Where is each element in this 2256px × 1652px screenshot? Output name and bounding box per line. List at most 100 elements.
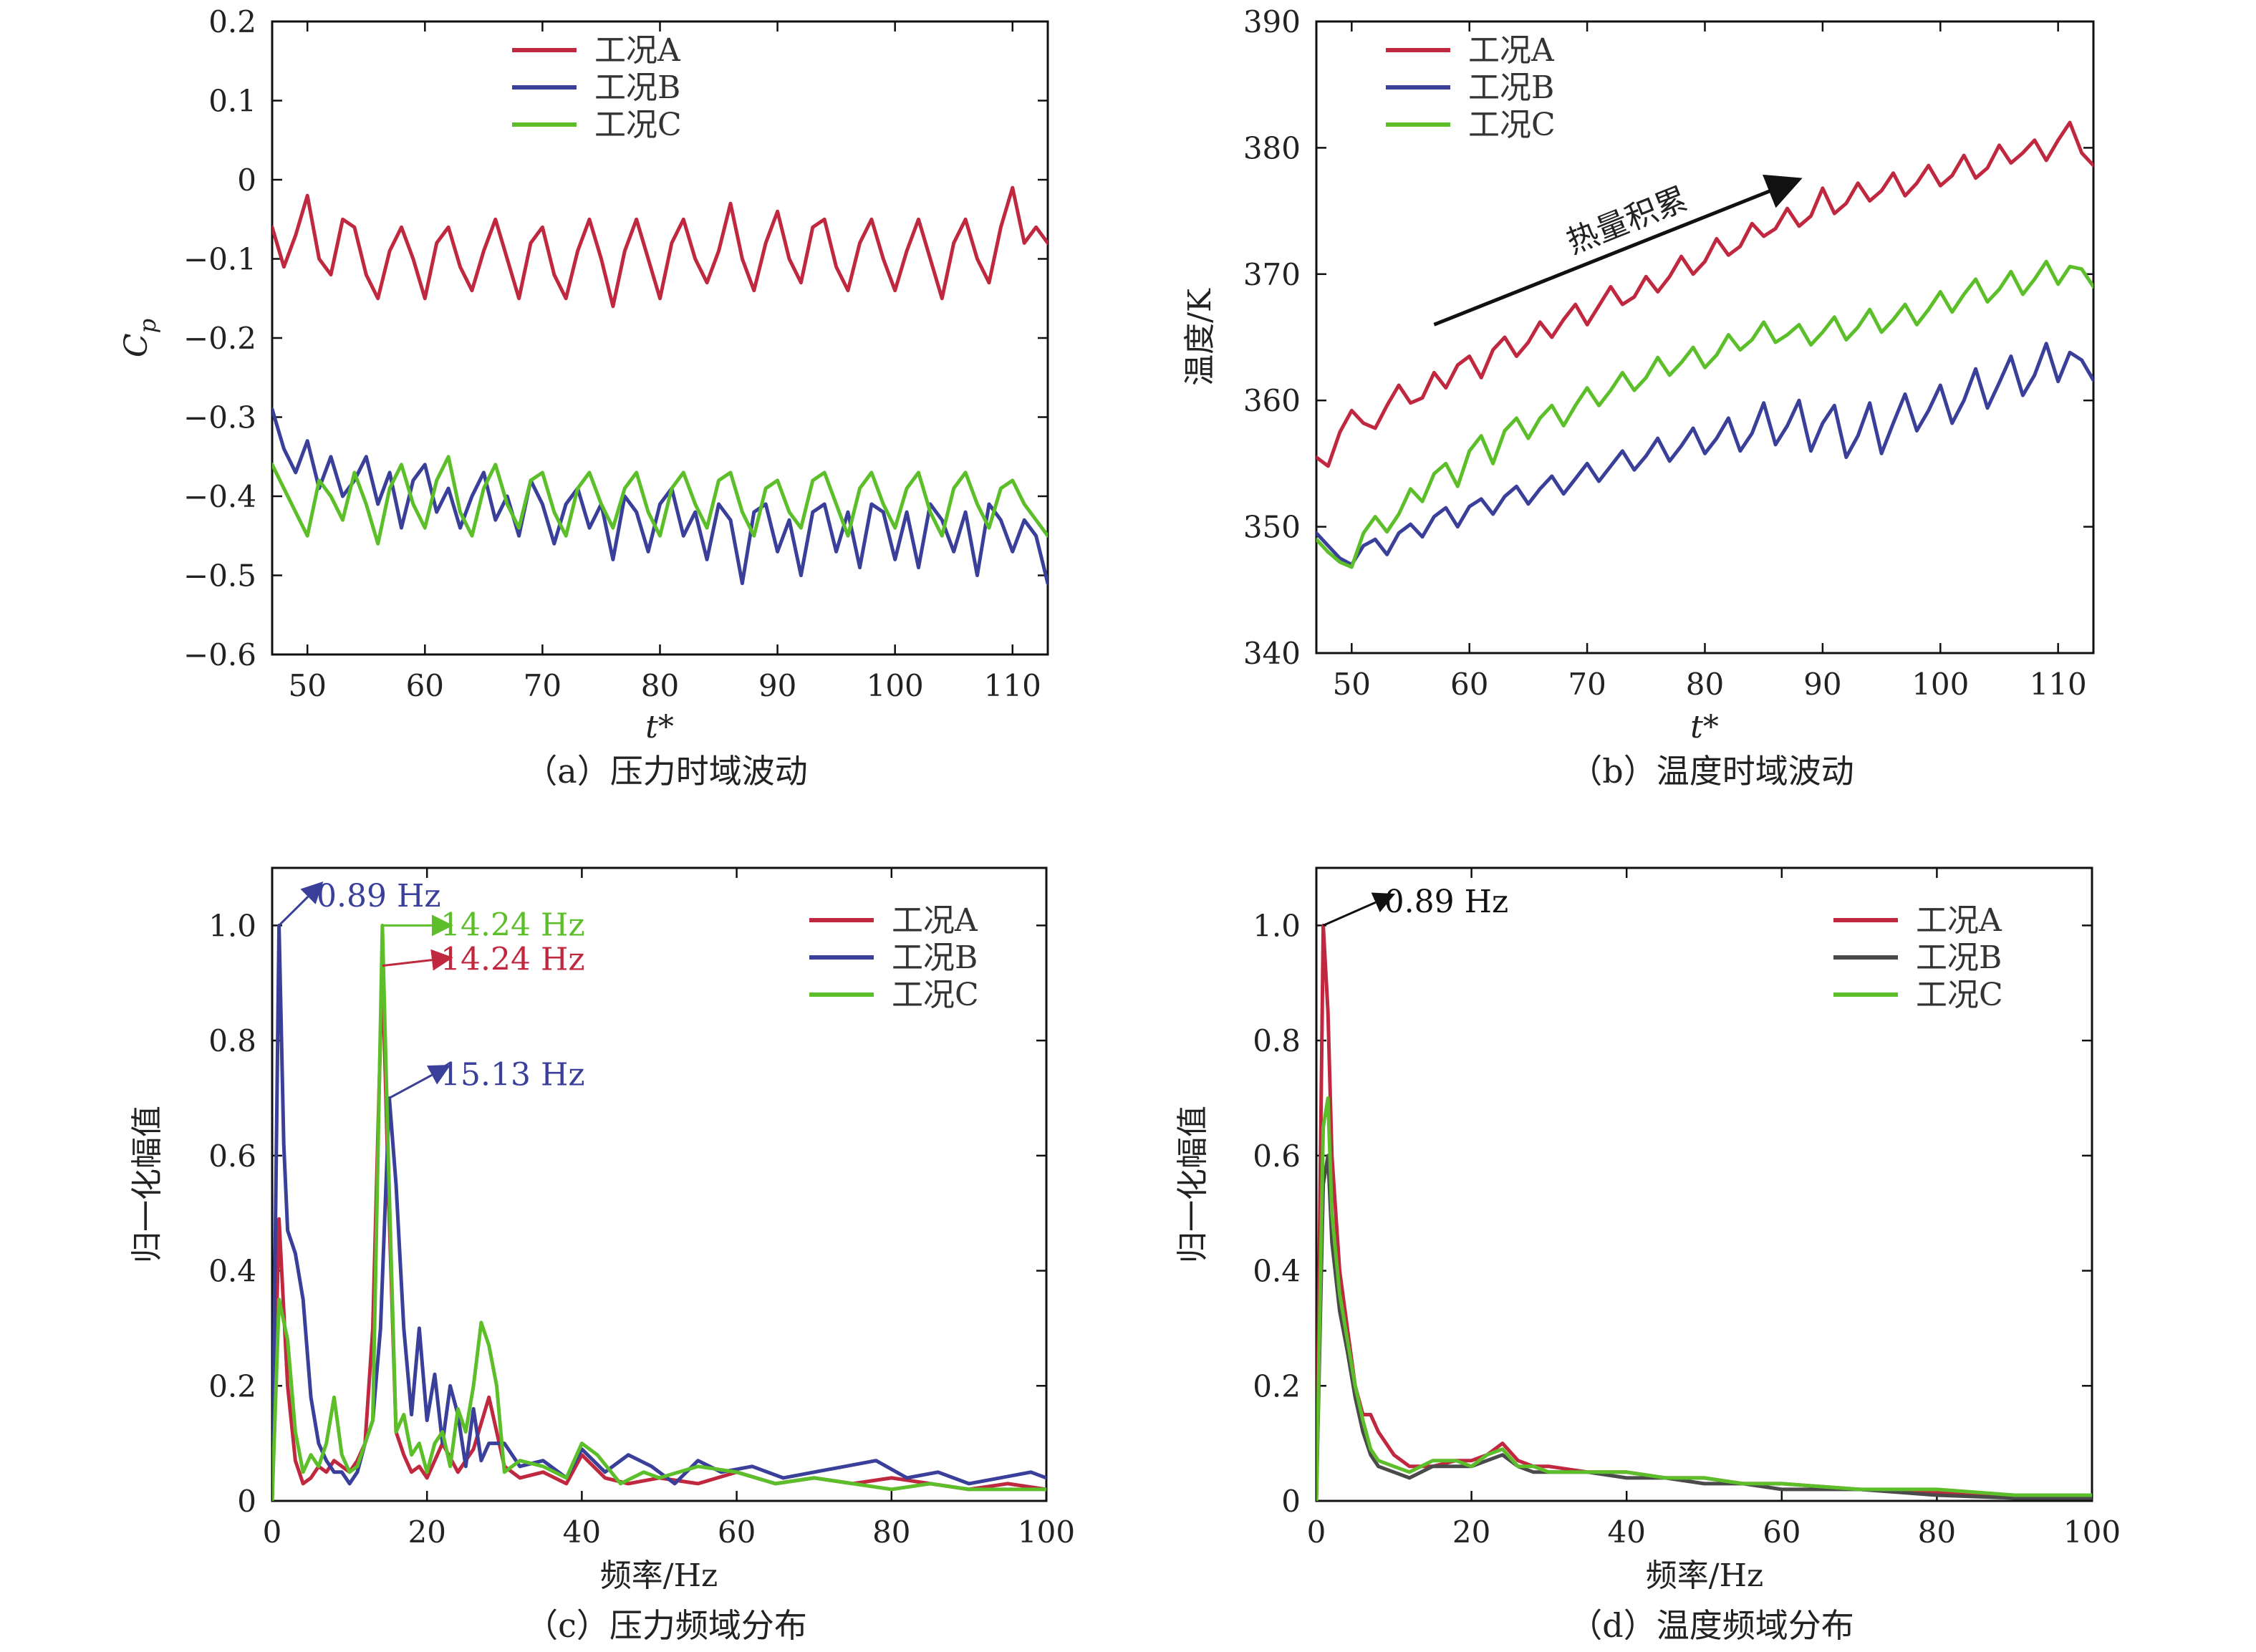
peak-label: 14.24 Hz bbox=[440, 942, 585, 978]
legend-entry: 工况C bbox=[1468, 107, 1556, 143]
panel-c-series-3 bbox=[272, 923, 1046, 1501]
legend-entry: 工况B bbox=[594, 69, 680, 106]
panel-a-xtick-label: 90 bbox=[758, 668, 796, 703]
panel-a-series-3 bbox=[272, 455, 1048, 546]
panel-b-series-1 bbox=[1316, 120, 2093, 468]
peak-arrow bbox=[382, 949, 453, 971]
heat-accumulation-arrow bbox=[1433, 174, 1803, 327]
panel-c-xtick-label: 80 bbox=[872, 1515, 910, 1550]
panel-c-ylabel: 归一化幅值 bbox=[129, 1106, 165, 1263]
legend-entry: 工况C bbox=[594, 107, 682, 143]
panel-c-ytick-label: 0 bbox=[237, 1484, 256, 1519]
panel-b-ytick-label: 390 bbox=[1243, 4, 1301, 39]
panel-d-ytick-label: 0.2 bbox=[1253, 1368, 1301, 1404]
panel-b-xlabel: t* bbox=[1690, 709, 1719, 745]
legend-entry: 工况C bbox=[1916, 977, 2003, 1013]
legend-entry: 工况A bbox=[1916, 902, 2002, 939]
panel-a-series-1 bbox=[272, 185, 1048, 309]
panel-c-frame bbox=[271, 866, 1048, 1502]
panel-c-ytick-label: 0.2 bbox=[208, 1368, 256, 1404]
panel-b-xtick-label: 80 bbox=[1686, 667, 1724, 702]
panel-d-temperature-frequency: 0 20 40 60 80 100 0 0.2 0.4 0.6 0.8 1.0 频率/Hz 归一化幅值… bbox=[1175, 866, 2121, 1645]
peak-arrow bbox=[1323, 892, 1396, 927]
panel-b-ytick-label: 380 bbox=[1243, 130, 1301, 165]
panel-b-xtick-label: 50 bbox=[1333, 667, 1371, 702]
panel-b-xtick-label: 90 bbox=[1803, 667, 1841, 702]
panel-b-xtick-label: 60 bbox=[1450, 667, 1488, 702]
panel-a-xtick-label: 70 bbox=[524, 668, 561, 703]
legend-entry: 工况A bbox=[594, 32, 681, 69]
panel-c-xtick-label: 0 bbox=[263, 1515, 282, 1550]
panel-d-frame bbox=[1315, 866, 2093, 1502]
panel-c-ytick-label: 0.8 bbox=[208, 1023, 256, 1058]
panel-d-peak-annotation: 0.89 Hz bbox=[1323, 884, 1509, 927]
panel-c-xtick-label: 100 bbox=[1018, 1515, 1075, 1550]
panel-c-ytick-label: 0.4 bbox=[208, 1254, 256, 1289]
panel-c-ytick-label: 0.6 bbox=[208, 1139, 256, 1174]
panel-d-ytick-label: 1.0 bbox=[1253, 908, 1301, 943]
panel-b-xtick-label: 100 bbox=[1912, 667, 1969, 702]
panel-b-xtick-label: 70 bbox=[1568, 667, 1606, 702]
legend-entry: 工况B bbox=[892, 939, 978, 976]
panel-d-xtick-label: 0 bbox=[1307, 1515, 1326, 1550]
panel-c-pressure-frequency: 0 20 40 60 80 100 0 0.2 0.4 0.6 0.8 1.0 频率/Hz 归一化幅值… bbox=[129, 866, 1075, 1645]
legend-entry: 工况A bbox=[1468, 32, 1555, 69]
panel-a-xtick-label: 110 bbox=[984, 668, 1041, 703]
panel-d-xtick-label: 20 bbox=[1452, 1515, 1490, 1550]
peak-label: 14.24 Hz bbox=[440, 907, 585, 943]
panel-d-xtick-label: 80 bbox=[1918, 1515, 1956, 1550]
panel-a-ytick-label: −0.5 bbox=[183, 559, 256, 594]
panel-b-ytick-label: 370 bbox=[1243, 257, 1301, 292]
panel-d-ytick-label: 0.4 bbox=[1253, 1254, 1301, 1289]
peak-arrow bbox=[278, 881, 324, 927]
panel-a-ytick-label: 0 bbox=[237, 163, 256, 198]
panel-a-caption: （a）压力时域波动 bbox=[524, 752, 807, 791]
panel-d-ytick-label: 0.8 bbox=[1253, 1023, 1301, 1058]
legend-entry: 工况C bbox=[892, 977, 979, 1013]
panel-d-xtick-label: 40 bbox=[1607, 1515, 1645, 1550]
panel-c-xlabel: 频率/Hz bbox=[600, 1557, 718, 1594]
panel-a-xtick-label: 80 bbox=[641, 668, 679, 703]
panel-b-ytick-label: 360 bbox=[1243, 383, 1301, 418]
panel-a-xlabel: t* bbox=[645, 709, 674, 745]
panel-c-caption: （c）压力频域分布 bbox=[525, 1606, 807, 1645]
panel-d-series-2 bbox=[1316, 1154, 2092, 1501]
panel-b-frame bbox=[1315, 20, 2095, 654]
panel-c-ytick-label: 1.0 bbox=[208, 908, 256, 943]
panel-b-series-2 bbox=[1316, 342, 2093, 566]
peak-arrow bbox=[388, 1065, 451, 1099]
panel-d-ylabel: 归一化幅值 bbox=[1175, 1106, 1211, 1263]
peak-label: 15.13 Hz bbox=[440, 1056, 585, 1093]
panel-a-xtick-label: 50 bbox=[289, 668, 327, 703]
peak-label: 0.89 Hz bbox=[317, 878, 441, 914]
panel-d-xtick-label: 60 bbox=[1763, 1515, 1801, 1550]
panel-c-xtick-label: 40 bbox=[563, 1515, 601, 1550]
panel-d-xtick-label: 100 bbox=[2063, 1515, 2121, 1550]
panel-a-ytick-label: −0.6 bbox=[183, 637, 256, 672]
panel-b-caption: （b）温度时域波动 bbox=[1569, 752, 1854, 791]
panel-b-ytick-label: 340 bbox=[1243, 636, 1301, 671]
panel-a-xtick-label: 60 bbox=[406, 668, 444, 703]
panel-a-xtick-label: 100 bbox=[867, 668, 924, 703]
panel-c-series-1 bbox=[272, 964, 1046, 1501]
panel-b-ylabel: 温度/K bbox=[1182, 288, 1218, 386]
panel-c-xtick-label: 20 bbox=[408, 1515, 445, 1550]
panel-a-pressure-time: 50 60 70 80 90 100 110 −0.6 −0.5 −0.4 −0.3 −0.2 −0.1… bbox=[118, 4, 1049, 791]
panel-b-xtick-label: 110 bbox=[2030, 667, 2087, 702]
panel-b-heat-annotation: 热量积累 bbox=[1433, 174, 1803, 327]
panel-d-series-3 bbox=[1316, 1096, 2092, 1501]
panel-a-ylabel: Cp bbox=[118, 319, 161, 357]
panel-a-ytick-label: −0.3 bbox=[183, 400, 256, 435]
panel-b-series-3 bbox=[1316, 259, 2093, 569]
peak-label: 0.89 Hz bbox=[1384, 884, 1509, 920]
panel-a-ytick-label: −0.4 bbox=[183, 479, 256, 514]
panel-d-ytick-label: 0.6 bbox=[1253, 1139, 1301, 1174]
panel-a-ytick-label: −0.1 bbox=[183, 242, 256, 277]
panel-a-ytick-label: 0.2 bbox=[208, 4, 256, 39]
panel-a-series-2 bbox=[272, 407, 1048, 586]
legend-entry: 工况B bbox=[1468, 69, 1554, 106]
panel-b-temperature-time: 50 60 70 80 90 100 110 340 350 360 370 380 390 t* 温度… bbox=[1182, 4, 2095, 791]
